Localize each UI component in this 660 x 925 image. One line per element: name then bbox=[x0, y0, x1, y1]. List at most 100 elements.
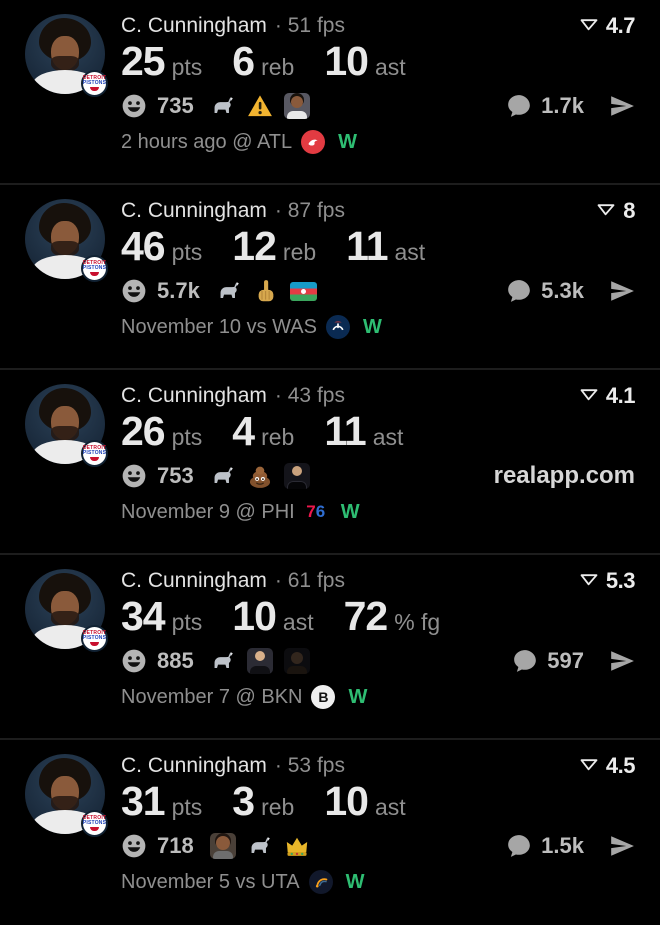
player-avatar[interactable]: DETROIT PISTONS bbox=[25, 14, 108, 97]
stat-label: pts bbox=[171, 609, 203, 635]
poop-emoji[interactable] bbox=[247, 463, 274, 490]
smiley-reaction-icon[interactable] bbox=[121, 833, 147, 859]
pistons-logo-badge: DETROIT PISTONS bbox=[81, 440, 108, 467]
player-name[interactable]: C. Cunningham bbox=[121, 14, 267, 37]
jazz-logo bbox=[308, 870, 333, 895]
stat-label: pts bbox=[171, 239, 203, 265]
stat-label: ast bbox=[374, 54, 406, 80]
stat-value: 6 bbox=[232, 38, 255, 84]
smiley-reaction-icon[interactable] bbox=[121, 463, 147, 489]
share-icon[interactable] bbox=[609, 278, 635, 304]
game-info[interactable]: November 10 vs WAS bbox=[121, 315, 317, 338]
reaction-count[interactable]: 5.7k bbox=[157, 278, 200, 304]
pennant-flag-icon bbox=[579, 386, 599, 406]
comment-icon[interactable] bbox=[512, 648, 538, 674]
comment-count[interactable]: 1.5k bbox=[541, 833, 584, 859]
hawks-logo bbox=[301, 130, 326, 155]
share-icon[interactable] bbox=[609, 648, 635, 674]
pennant-flag-icon bbox=[579, 571, 599, 591]
pennant-flag-icon bbox=[596, 201, 616, 221]
player-avatar[interactable]: DETROIT PISTONS bbox=[25, 199, 108, 282]
comment-icon[interactable] bbox=[506, 278, 532, 304]
selfie-person-emoji[interactable] bbox=[210, 833, 237, 860]
stat-value: 4 bbox=[232, 408, 255, 454]
stat-value: 25 bbox=[121, 38, 166, 84]
post-card[interactable]: DETROIT PISTONS C. Cunningham · 53 fps 31… bbox=[0, 740, 660, 925]
fantasy-points-meta: · 43 fps bbox=[274, 384, 345, 407]
fantasy-rating: 4.7 bbox=[579, 13, 636, 39]
suit-person-emoji[interactable] bbox=[247, 648, 274, 675]
reaction-count[interactable]: 718 bbox=[157, 833, 194, 859]
fantasy-rating: 5.3 bbox=[579, 568, 636, 594]
game-info[interactable]: November 5 vs UTA bbox=[121, 870, 300, 893]
azerbaijan-flag-emoji[interactable] bbox=[289, 278, 317, 305]
share-icon[interactable] bbox=[609, 833, 635, 859]
goat-emoji[interactable] bbox=[210, 648, 237, 675]
player-name[interactable]: C. Cunningham bbox=[121, 384, 267, 407]
goat-emoji[interactable] bbox=[210, 93, 237, 120]
comment-count[interactable]: 597 bbox=[547, 648, 584, 674]
rating-value: 4.1 bbox=[605, 383, 636, 408]
smiley-reaction-icon[interactable] bbox=[121, 648, 147, 674]
wizards-logo bbox=[326, 315, 350, 340]
reaction-count[interactable]: 753 bbox=[157, 463, 194, 489]
middle-finger-emoji[interactable] bbox=[253, 278, 280, 305]
pistons-logo-badge: DETROIT PISTONS bbox=[81, 625, 108, 652]
share-icon[interactable] bbox=[609, 93, 635, 119]
warning-emoji[interactable] bbox=[247, 93, 274, 120]
post-card[interactable]: DETROIT PISTONS C. Cunningham · 87 fps 46… bbox=[0, 185, 660, 370]
stat-label: pts bbox=[171, 424, 203, 450]
goat-emoji[interactable] bbox=[247, 833, 274, 860]
player-name[interactable]: C. Cunningham bbox=[121, 199, 267, 222]
pistons-logo-badge: DETROIT PISTONS bbox=[81, 810, 108, 837]
player-avatar[interactable]: DETROIT PISTONS bbox=[25, 384, 108, 467]
goat-emoji[interactable] bbox=[216, 278, 243, 305]
win-indicator: W bbox=[338, 130, 358, 153]
stat-line: 46 pts 12 reb 11 ast bbox=[121, 223, 635, 269]
game-info[interactable]: November 9 @ PHI bbox=[121, 500, 295, 523]
comment-count[interactable]: 1.7k bbox=[541, 93, 584, 119]
stat-label: reb bbox=[261, 794, 295, 820]
tuxedo-person-emoji[interactable] bbox=[284, 463, 311, 490]
dark-person-emoji[interactable] bbox=[284, 648, 311, 675]
comment-icon[interactable] bbox=[506, 833, 532, 859]
stat-label: pts bbox=[171, 54, 203, 80]
comment-icon[interactable] bbox=[506, 93, 532, 119]
fantasy-rating: 4.1 bbox=[579, 383, 636, 409]
stat-value: 12 bbox=[232, 223, 277, 269]
reaction-count[interactable]: 885 bbox=[157, 648, 194, 674]
post-card[interactable]: DETROIT PISTONS C. Cunningham · 61 fps 34… bbox=[0, 555, 660, 740]
stat-value: 26 bbox=[121, 408, 166, 454]
post-card[interactable]: DETROIT PISTONS C. Cunningham · 43 fps 26… bbox=[0, 370, 660, 555]
stat-value: 10 bbox=[324, 38, 369, 84]
fantasy-points-meta: · 87 fps bbox=[274, 199, 345, 222]
stat-value: 11 bbox=[346, 223, 388, 269]
game-info[interactable]: November 7 @ BKN bbox=[121, 685, 303, 708]
smiley-reaction-icon[interactable] bbox=[121, 93, 147, 119]
pennant-flag-icon bbox=[579, 756, 599, 776]
stat-line: 26 pts 4 reb 11 ast bbox=[121, 408, 635, 454]
post-card[interactable]: DETROIT PISTONS C. Cunningham · 51 fps 25… bbox=[0, 0, 660, 185]
smiley-reaction-icon[interactable] bbox=[121, 278, 147, 304]
game-info[interactable]: 2 hours ago @ ATL bbox=[121, 130, 293, 153]
stat-label: pts bbox=[171, 794, 203, 820]
stat-value: 10 bbox=[324, 778, 369, 824]
player-photo bbox=[25, 569, 105, 649]
stat-line: 34 pts 10 ast 72% fg bbox=[121, 593, 635, 639]
stat-label: % fg bbox=[394, 609, 441, 635]
player-photo-emoji[interactable] bbox=[284, 93, 311, 120]
player-avatar[interactable]: DETROIT PISTONS bbox=[25, 754, 108, 837]
stat-value: 46 bbox=[121, 223, 166, 269]
fantasy-rating: 4.5 bbox=[579, 753, 636, 779]
reaction-count[interactable]: 735 bbox=[157, 93, 194, 119]
stat-value: 72 bbox=[343, 593, 389, 639]
goat-emoji[interactable] bbox=[210, 463, 237, 490]
crown-emoji[interactable] bbox=[284, 833, 311, 860]
stat-line: 31 pts 3 reb 10 ast bbox=[121, 778, 635, 824]
rating-value: 8 bbox=[623, 198, 635, 223]
player-name[interactable]: C. Cunningham bbox=[121, 754, 267, 777]
comment-count[interactable]: 5.3k bbox=[541, 278, 584, 304]
player-avatar[interactable]: DETROIT PISTONS bbox=[25, 569, 108, 652]
player-name[interactable]: C. Cunningham bbox=[121, 569, 267, 592]
